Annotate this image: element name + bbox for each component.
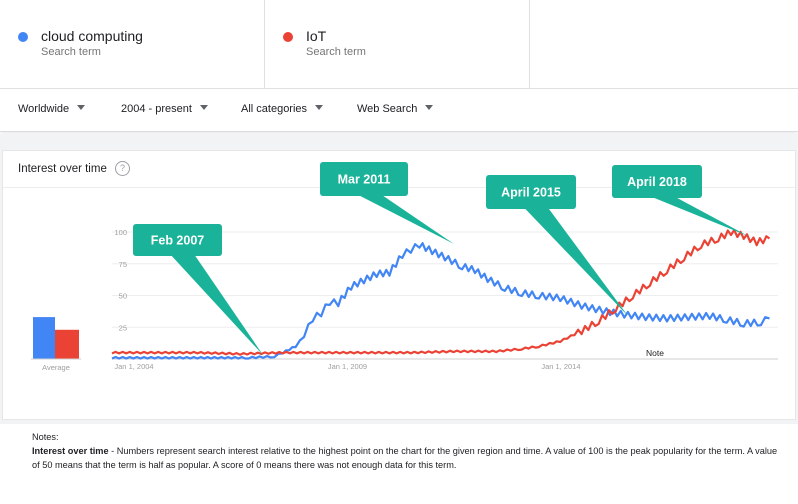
y-tick-label: 50 [119,292,127,301]
chevron-down-icon [77,105,86,110]
callout-pointer [523,207,628,316]
callout-label: Feb 2007 [151,234,205,248]
y-tick-label: 25 [119,323,127,332]
y-tick-label: 100 [114,228,127,237]
notes-term: Interest over time [32,446,109,456]
card-title: Interest over time [18,163,107,175]
callout-label: April 2018 [627,175,687,189]
annotation-callouts: Feb 2007 Mar 2011 April 2015 April 2018 [133,162,748,355]
series-line-cloud-computing[interactable] [111,242,770,360]
callout-box [612,165,702,198]
callout-label: April 2015 [501,186,561,200]
series-line-iot[interactable] [111,228,771,356]
region-dropdown[interactable]: Worldwide [18,103,86,115]
series-color-dot-blue [18,32,28,42]
search-type-dropdown[interactable]: Web Search [357,103,434,115]
compare-terms-bar: cloud computing Search term IoT Search t… [0,0,798,89]
series-lines [111,228,771,360]
chevron-down-icon [199,105,208,110]
chevron-down-icon [315,105,324,110]
x-axis: Jan 1, 2004 Jan 1, 2009 Jan 1, 2014 [114,362,580,371]
series-color-dot-red [283,32,293,42]
search-term-name: IoT [306,28,327,44]
search-term-card-cloud-computing[interactable]: cloud computing Search term [0,0,265,88]
callout-label: Mar 2011 [338,173,391,187]
search-term-name: cloud computing [41,28,143,44]
region-label: Worldwide [18,103,70,115]
average-bar-iot [55,329,79,359]
category-dropdown[interactable]: All categories [241,103,324,115]
search-term-type: Search term [41,46,101,58]
callout-box [133,224,222,256]
x-tick-label: Jan 1, 2014 [541,362,580,371]
notes-heading: Notes: [32,432,59,442]
note-marker[interactable]: Note [646,348,664,358]
filter-bar: Worldwide 2004 - present All categories … [0,89,798,132]
notes-body: Interest over time - Numbers represent s… [32,444,782,472]
callout-pointer [169,254,263,355]
help-icon[interactable]: ? [115,161,130,176]
notes-section: Notes: Interest over time - Numbers repr… [32,430,782,472]
search-term-card-iot[interactable]: IoT Search term [265,0,530,88]
x-tick-label: Jan 1, 2004 [114,362,153,371]
notes-text: - Numbers represent search interest rela… [32,446,778,470]
average-bars: Average [31,317,81,372]
average-label: Average [42,363,70,372]
chevron-down-icon [425,105,434,110]
average-bar-cloud-computing [33,317,55,359]
time-range-label: 2004 - present [121,103,192,115]
search-term-type: Search term [306,46,366,58]
x-tick-label: Jan 1, 2009 [328,362,367,371]
callout-box [320,162,408,196]
search-type-label: Web Search [357,103,418,115]
callout-pointer [356,194,454,244]
category-label: All categories [241,103,308,115]
callout-box [486,175,576,209]
y-tick-label: 75 [119,260,127,269]
chart-grid: 25 50 75 100 [112,228,778,360]
time-range-dropdown[interactable]: 2004 - present [121,103,208,115]
callout-pointer [649,196,748,236]
